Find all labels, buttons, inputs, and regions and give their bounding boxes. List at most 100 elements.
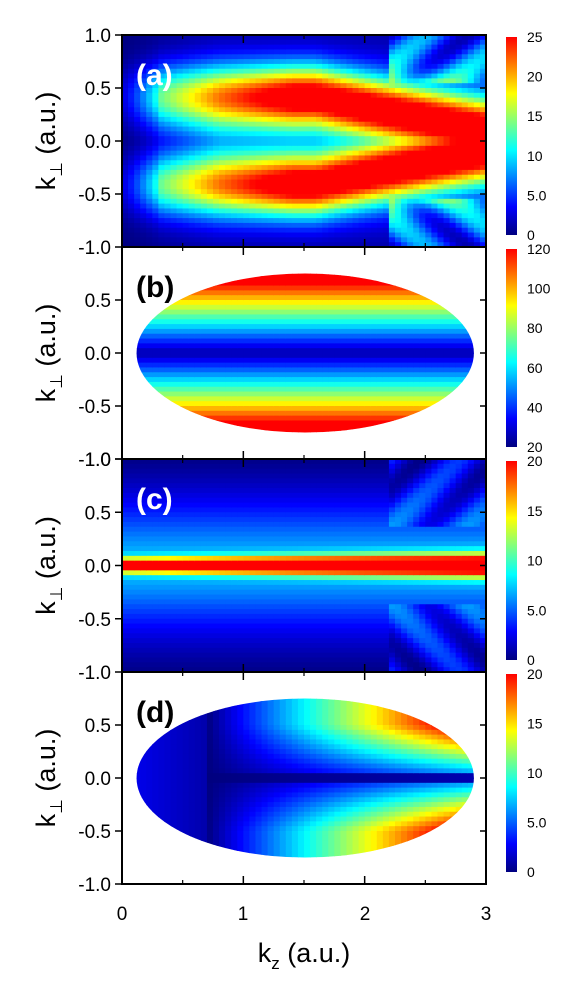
heatmap-cell (128, 343, 135, 348)
heatmap-cell (467, 227, 475, 234)
heatmap-cell (128, 348, 135, 353)
heatmap-cell (194, 396, 202, 402)
heatmap-cell (122, 39, 129, 46)
heatmap-cell (388, 328, 396, 335)
heatmap-cell (206, 179, 214, 185)
heatmap-cell (419, 54, 426, 60)
heatmap-cell (261, 145, 269, 152)
heatmap-cell (340, 194, 348, 200)
heatmap-cell (170, 208, 178, 214)
heatmap-cell (425, 88, 432, 94)
heatmap-cell (170, 141, 178, 147)
heatmap-cell (249, 126, 257, 132)
heatmap-cell (286, 261, 293, 266)
heatmap-cell (382, 285, 390, 291)
heatmap-cell (267, 396, 275, 402)
heatmap-cell (219, 435, 226, 440)
heatmap-cell (376, 39, 384, 46)
heatmap-cell (431, 415, 439, 422)
heatmap-cell (188, 237, 196, 243)
heatmap-cell (231, 121, 238, 128)
heatmap-cell (182, 242, 190, 247)
heatmap-cell (334, 391, 341, 397)
heatmap-cell (425, 97, 432, 104)
heatmap-cell (479, 232, 486, 238)
heatmap-cell (443, 59, 451, 65)
heatmap-cell (262, 440, 269, 445)
heatmap-cell (128, 102, 135, 108)
heatmap-cell (455, 194, 463, 200)
heatmap-cell (249, 83, 257, 89)
heatmap-cell (322, 430, 329, 433)
heatmap-cell (237, 257, 244, 262)
heatmap-cell (370, 425, 378, 431)
heatmap-cell (122, 145, 129, 152)
heatmap-cell (395, 425, 402, 431)
heatmap-cell (200, 112, 208, 118)
heatmap-cell (340, 261, 347, 266)
heatmap-cell (274, 445, 281, 450)
heatmap-cell (316, 280, 323, 287)
heatmap-cell (425, 73, 432, 79)
heatmap-cell (304, 295, 311, 301)
heatmap-cell (164, 415, 172, 422)
heatmap-cell (425, 184, 432, 190)
heatmap-cell (182, 319, 190, 325)
colorbar (506, 37, 517, 235)
heatmap-cell (413, 63, 420, 70)
heatmap-cell (437, 227, 445, 234)
heatmap-cell (206, 160, 214, 166)
heatmap-cell (382, 227, 390, 234)
heatmap-cell (449, 83, 457, 89)
heatmap-cell (122, 237, 129, 243)
heatmap-cell (437, 174, 445, 181)
heatmap-cell (237, 78, 244, 84)
heatmap-cell (176, 333, 184, 340)
heatmap-cell (171, 440, 178, 445)
heatmap-cell (431, 237, 439, 243)
heatmap-cell (200, 102, 208, 108)
heatmap-cell (128, 382, 135, 387)
heatmap-cell (146, 257, 153, 262)
heatmap-cell (358, 314, 366, 320)
heatmap-cell (437, 285, 445, 291)
heatmap-cell (304, 160, 311, 166)
heatmap-cell (279, 372, 287, 378)
heatmap-cell (479, 73, 486, 79)
heatmap-cell (328, 377, 335, 383)
heatmap-cell (279, 63, 287, 70)
heatmap-cell (152, 213, 159, 219)
heatmap-cell (237, 430, 244, 433)
heatmap-cell (273, 218, 281, 224)
heatmap-cell (334, 208, 341, 214)
heatmap-cell (328, 208, 335, 214)
heatmap-cell (164, 88, 172, 94)
heatmap-cell (376, 59, 384, 65)
heatmap-cell (346, 257, 353, 262)
heatmap-cell (225, 49, 232, 55)
heatmap-cell (249, 189, 257, 195)
heatmap-cell (467, 68, 475, 75)
heatmap-cell (231, 92, 238, 99)
heatmap-cell (467, 88, 475, 94)
heatmap-cell (170, 410, 178, 417)
heatmap-cell (322, 324, 329, 330)
heatmap-cell (316, 213, 323, 219)
heatmap-cell (200, 300, 208, 306)
heatmap-cell (146, 198, 153, 205)
heatmap-cell (370, 273, 378, 277)
heatmap-cell (213, 285, 220, 291)
heatmap-cell (243, 242, 250, 247)
heatmap-cell (176, 401, 184, 407)
heatmap-cell (310, 218, 317, 224)
heatmap-cell (206, 420, 214, 426)
heatmap-cell (267, 367, 275, 373)
heatmap-cell (455, 44, 463, 51)
heatmap-cell (449, 97, 457, 104)
heatmap-cell (267, 353, 275, 359)
heatmap-cell (382, 242, 390, 247)
heatmap-cell (231, 169, 238, 176)
heatmap-cell (249, 367, 257, 373)
heatmap-cell (479, 203, 486, 210)
heatmap-cell (188, 63, 196, 70)
